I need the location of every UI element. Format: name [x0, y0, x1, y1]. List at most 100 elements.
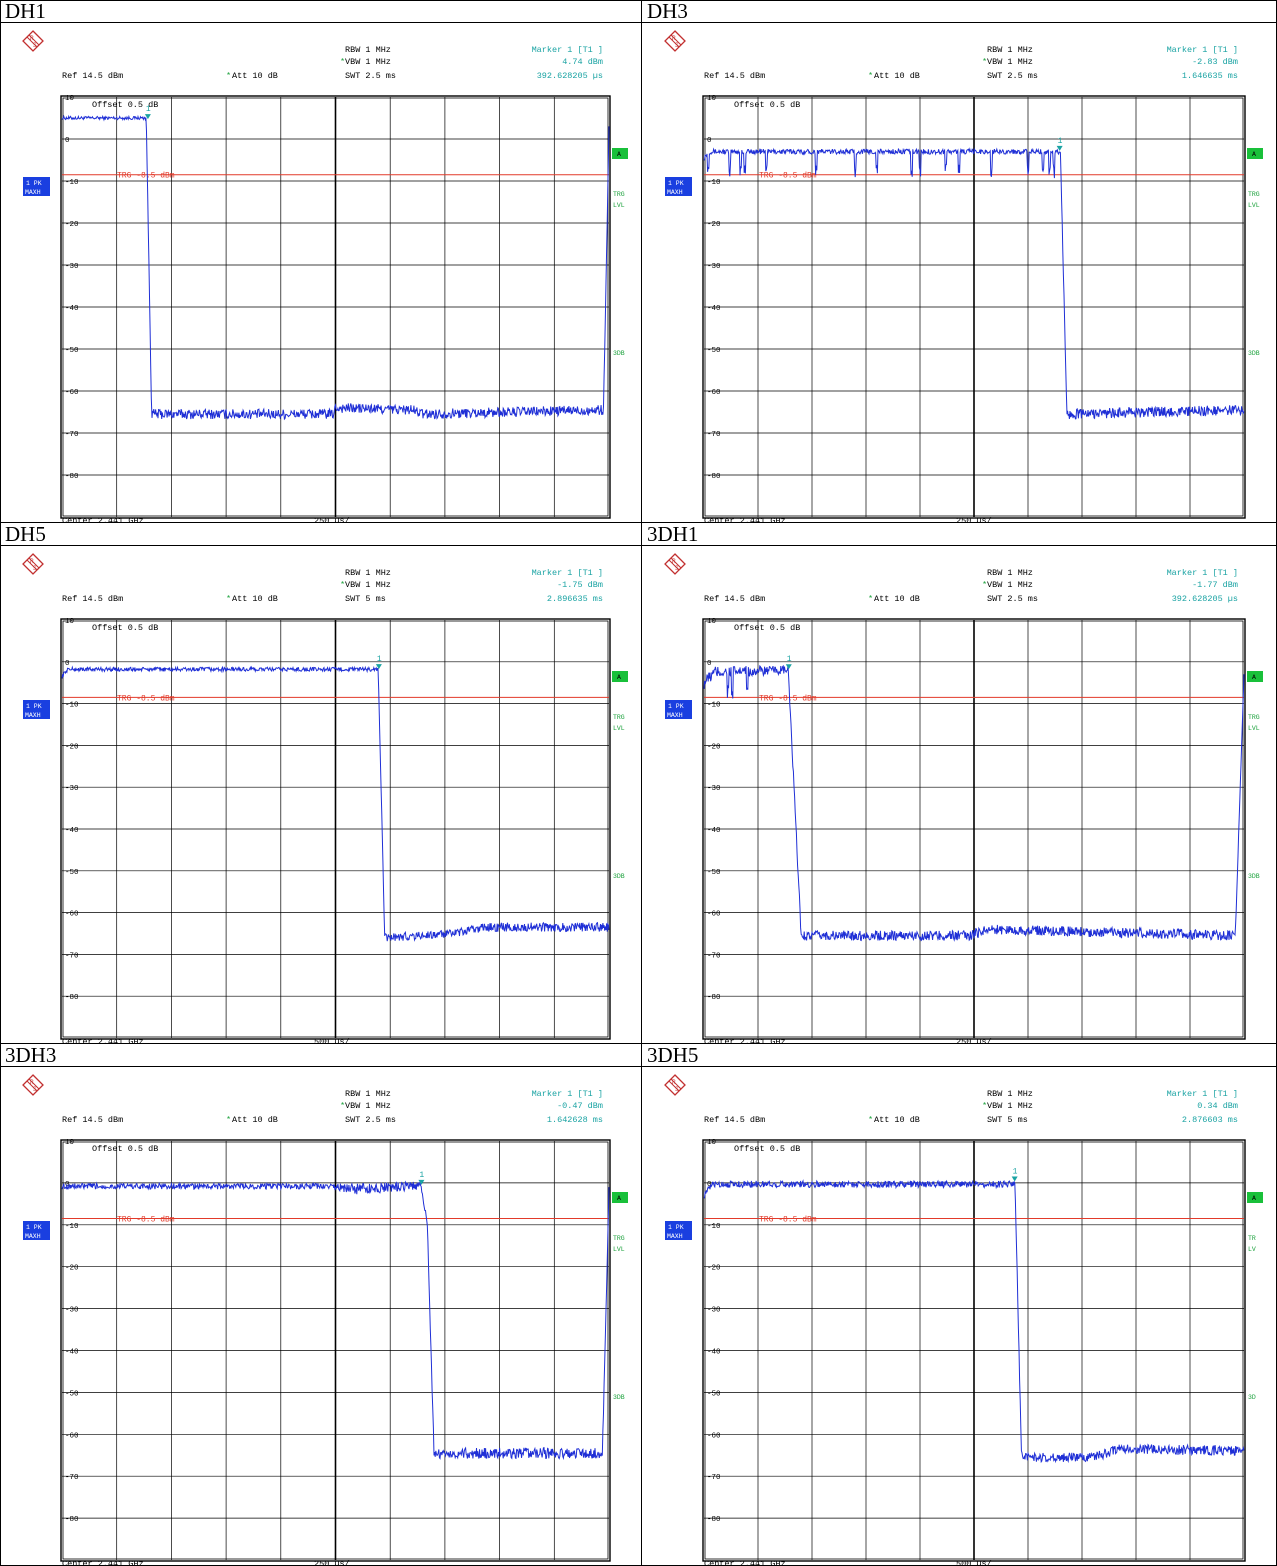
panel-label: 3DH5 [647, 1043, 699, 1067]
logo-letter: R [672, 1079, 676, 1086]
side-badge-a [1247, 671, 1263, 682]
vbw-label: VBW 1 MHz [345, 580, 391, 590]
center-frequency-label: Center 2.441 GHz [704, 1037, 786, 1044]
marker-number: 1 [146, 105, 151, 114]
ref-level-label: Ref 14.5 dBm [704, 71, 765, 81]
vbw-coupled-flag: * [982, 580, 987, 590]
sweep-time-label: SWT 2.5 ms [987, 594, 1038, 604]
side-label-mode: 3DB [613, 1394, 625, 1401]
side-label-lvl: LV [1248, 1246, 1256, 1253]
rbw-label: RBW 1 MHz [987, 1089, 1033, 1099]
marker-triangle [144, 114, 151, 120]
table-divider-title2 [0, 545, 1277, 546]
side-badge-a [612, 148, 628, 159]
y-tick-label: -20 [707, 221, 721, 229]
marker-number: 1 [1013, 1167, 1018, 1176]
panel-dh5: DH5 R S RBW 1 MHz * VBW 1 MHz SWT 5 ms Ref 14.… [0, 523, 642, 1044]
trigger-level-label: TRG -8.5 dBm [759, 694, 817, 703]
y-tick-label: -10 [65, 179, 79, 187]
y-tick-label: -60 [707, 911, 721, 919]
marker-readout-title: Marker 1 [T1 ] [1167, 45, 1238, 55]
trace-badge-mode: 1 PK [26, 1224, 42, 1231]
center-frequency-label: Center 2.441 GHz [62, 516, 144, 523]
logo-letter: S [675, 565, 679, 572]
marker-readout-time: 2.896635 ms [547, 594, 603, 604]
side-label-a: A [617, 1195, 621, 1202]
vbw-label: VBW 1 MHz [987, 580, 1033, 590]
y-tick-label: -60 [707, 1432, 721, 1440]
vbw-coupled-flag: * [340, 580, 345, 590]
y-tick-label: 0 [707, 137, 712, 145]
side-label-a: A [1252, 151, 1256, 158]
y-tick-label: 0 [65, 660, 70, 668]
marker-readout-time: 392.628205 µs [537, 71, 603, 81]
att-coupled-flag: * [868, 594, 873, 604]
marker-readout-level: -1.77 dBm [1192, 580, 1238, 590]
y-tick-label: -20 [65, 743, 79, 751]
panel-dh1: DH1 R S RBW 1 MHz * VBW 1 MHz SWT 2.5 ms Ref 1… [0, 0, 642, 523]
logo-stripe [668, 1078, 682, 1092]
time-per-division-label: 250 µs/ [314, 1559, 350, 1566]
trace-badge-mode: 1 PK [26, 180, 42, 187]
y-tick-label: -10 [707, 1223, 721, 1231]
y-tick-label: -50 [65, 347, 79, 355]
marker-number: 1 [1058, 137, 1063, 146]
y-tick-label: 10 [707, 1139, 717, 1147]
y-tick-label: -40 [707, 827, 721, 835]
panel-3dh3: 3DH3 R S RBW 1 MHz * VBW 1 MHz SWT 2.5 ms Ref … [0, 1044, 642, 1566]
side-label-mode: 3D [1248, 1394, 1256, 1401]
side-label-trg: TRG [613, 191, 625, 198]
side-label-a: A [1252, 674, 1256, 681]
panel-dh3: DH3 R S RBW 1 MHz * VBW 1 MHz SWT 2.5 ms Ref 1… [642, 0, 1277, 523]
y-tick-label: -10 [707, 702, 721, 710]
y-tick-label: 0 [707, 660, 712, 668]
marker-triangle [1056, 145, 1063, 151]
trace-line [61, 1180, 610, 1461]
trace-badge-detector: MAXH [25, 189, 41, 196]
table-divider-row1 [0, 522, 1277, 523]
side-label-trg: TRG [1248, 191, 1260, 198]
sweep-time-label: SWT 5 ms [987, 1115, 1028, 1125]
plot-frame [60, 95, 611, 519]
offset-label: Offset 0.5 dB [734, 100, 800, 110]
ref-level-label: Ref 14.5 dBm [62, 71, 123, 81]
panel-label: DH5 [5, 522, 46, 546]
center-frequency-label: Center 2.441 GHz [704, 516, 786, 523]
time-per-division-label: 500 µs/ [314, 1037, 350, 1044]
side-badge-a [1247, 1192, 1263, 1203]
ref-level-label: Ref 14.5 dBm [62, 1115, 123, 1125]
trace-badge-mode: 1 PK [668, 1224, 684, 1231]
logo-letter: S [33, 42, 37, 49]
side-label-a: A [1252, 1195, 1256, 1202]
logo-stripe [26, 557, 40, 571]
y-tick-label: -30 [707, 263, 721, 271]
y-tick-label: -70 [707, 1474, 721, 1482]
y-tick-label: -80 [65, 994, 79, 1002]
table-divider-vertical [641, 0, 642, 1566]
marker-readout-title: Marker 1 [T1 ] [1167, 1089, 1238, 1099]
time-per-division-label: 500 µs/ [956, 1559, 992, 1566]
trace-line [61, 114, 610, 421]
y-tick-label: -70 [65, 952, 79, 960]
vbw-coupled-flag: * [982, 1101, 987, 1111]
y-tick-label: -20 [65, 1265, 79, 1273]
y-tick-label: -80 [707, 473, 721, 481]
logo-diamond [664, 1074, 686, 1096]
logo-diamond [664, 553, 686, 575]
trace-badge [665, 1221, 692, 1240]
y-tick-label: -50 [707, 869, 721, 877]
side-label-trg: TR [1248, 1235, 1256, 1242]
side-label-lvl: LVL [613, 1246, 625, 1253]
offset-label: Offset 0.5 dB [734, 1144, 800, 1154]
rbw-label: RBW 1 MHz [345, 1089, 391, 1099]
y-tick-label: 10 [65, 618, 75, 626]
y-tick-label: 0 [65, 137, 70, 145]
y-tick-label: -30 [707, 1307, 721, 1315]
y-tick-label: 0 [707, 1181, 712, 1189]
y-tick-label: 10 [65, 1139, 75, 1147]
logo-stripe [26, 34, 40, 48]
side-label-a: A [617, 151, 621, 158]
